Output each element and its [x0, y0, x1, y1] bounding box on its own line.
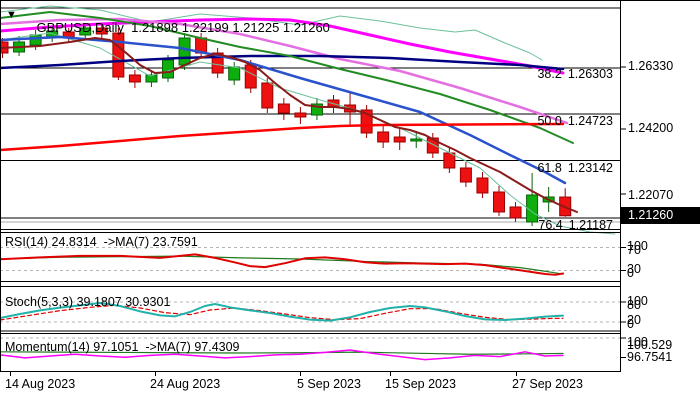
current-price-badge: 1.21260: [621, 207, 700, 224]
fib-764-level: 76.4: [538, 218, 563, 232]
fib-500-price: 1.24723: [567, 114, 613, 128]
rsi-axis-0: 0: [627, 266, 634, 280]
x-axis-label-5: 27 Sep 2023: [512, 377, 583, 391]
fib-382-level: 38.2: [537, 67, 562, 81]
fib-label-618: 61.8 1.23142: [431, 147, 613, 189]
fib-label-500: 50.0 1.24723: [431, 100, 613, 142]
price-axis-label-2: 1.24200: [628, 121, 674, 135]
rsi-axis-100: 100: [627, 239, 648, 253]
stoch-axis-80: 80: [627, 298, 641, 312]
x-axis-label-1: 14 Aug 2023: [5, 377, 76, 391]
rsi-label: RSI(14) 24.8314 ->MA(7) 23.7591: [5, 235, 198, 249]
fib-764-price: 1.21187: [568, 218, 613, 232]
stoch-axis-100: 100: [627, 294, 648, 308]
fib-382-price: 1.26303: [567, 67, 613, 81]
momentum-axis-100: 100: [627, 335, 648, 349]
momentum-label: Momentum(14) 97.1051 ->MA(7) 97.4309: [5, 340, 240, 354]
x-axis-label-3: 5 Sep 2023: [297, 377, 361, 391]
x-axis-label-4: 15 Sep 2023: [385, 377, 456, 391]
symbol-marker-icon: ▼: [6, 9, 17, 21]
fib-618-price: 1.23142: [567, 161, 613, 175]
price-axis-label-3: 1.22070: [628, 188, 674, 202]
momentum-axis-967541: 96.7541: [627, 350, 673, 364]
fib-500-level: 50.0: [537, 114, 562, 128]
chart-title: GBPUSD,Daily 1.21898 1.22199 1.21225 1.2…: [22, 7, 330, 49]
momentum-axis-100529: 100.529: [627, 338, 673, 352]
fib-618-level: 61.8: [537, 161, 562, 175]
rsi-axis-70: 70: [627, 243, 641, 257]
chart-title-ohlc: 1.21898 1.22199 1.21225 1.21260: [131, 20, 330, 35]
fib-label-382: 38.2 1.26303: [431, 53, 613, 95]
stoch-axis-20: 20: [627, 313, 641, 327]
rsi-axis-30: 30: [627, 262, 641, 276]
chart-title-symbol: GBPUSD,Daily: [36, 20, 124, 35]
stoch-axis-0: 0: [627, 317, 634, 331]
x-axis-label-2: 24 Aug 2023: [150, 377, 221, 391]
price-axis-label-1: 1.26330: [628, 59, 674, 73]
fib-label-764: 76.4 1.21187: [431, 204, 613, 246]
stoch-label: Stoch(5,3,3) 39.1807 30.9301: [5, 295, 171, 309]
